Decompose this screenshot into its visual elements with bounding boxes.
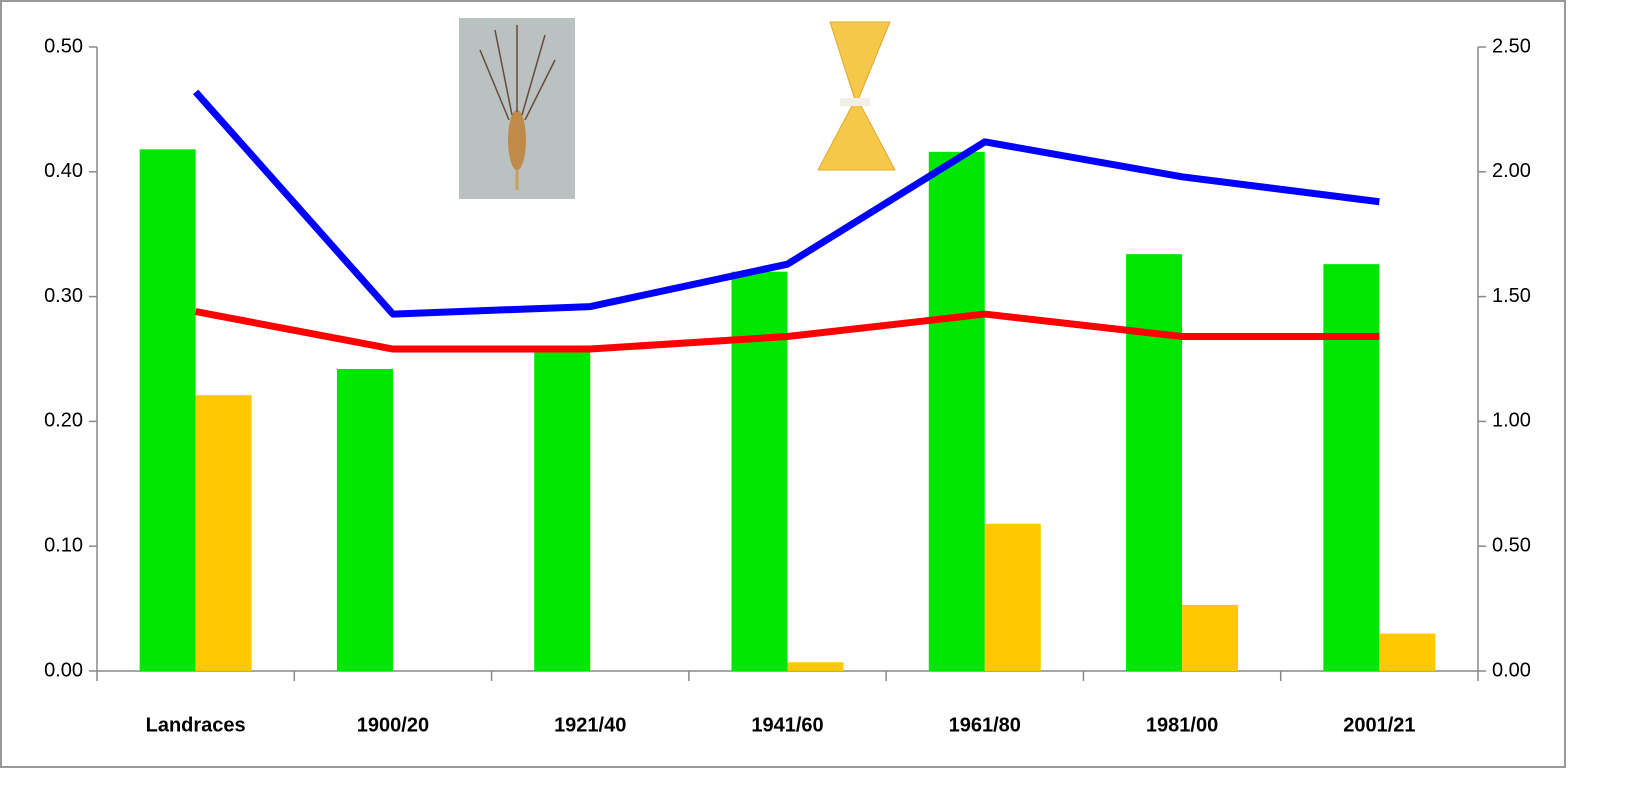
bar bbox=[1182, 604, 1239, 671]
x-tick-label: 2001/21 bbox=[1343, 714, 1415, 736]
x-tick-label: 1961/80 bbox=[949, 714, 1021, 736]
x-tick-label: 1921/40 bbox=[554, 714, 626, 736]
bar bbox=[534, 350, 591, 671]
bar bbox=[1323, 264, 1380, 671]
y-tick-label: 0.40 bbox=[44, 160, 83, 182]
y2-tick-label: 1.00 bbox=[1492, 410, 1531, 432]
y-tick-label: 0.30 bbox=[44, 285, 83, 307]
x-tick-label: Landraces bbox=[146, 714, 246, 736]
y2-tick-label: 1.50 bbox=[1492, 285, 1531, 307]
line bbox=[193, 89, 1380, 318]
wheat-photo bbox=[459, 18, 575, 199]
chart-frame bbox=[0, 0, 1566, 768]
bar bbox=[195, 395, 252, 671]
y-tick-label: 0.00 bbox=[44, 659, 83, 681]
y-tick-label: 0.20 bbox=[44, 410, 83, 432]
y2-tick-label: 0.00 bbox=[1492, 659, 1531, 681]
bar bbox=[1126, 254, 1183, 671]
x-tick-label: 1941/60 bbox=[751, 714, 823, 736]
pasta-photo bbox=[815, 20, 896, 172]
x-tick-label: 1900/20 bbox=[357, 714, 429, 736]
y2-tick-label: 2.00 bbox=[1492, 160, 1531, 182]
bar bbox=[139, 149, 196, 671]
y-tick-label: 0.10 bbox=[44, 534, 83, 556]
y-tick-label: 0.50 bbox=[44, 35, 83, 57]
bar bbox=[731, 271, 788, 671]
y2-tick-label: 2.50 bbox=[1492, 35, 1531, 57]
bar bbox=[984, 523, 1041, 671]
bar bbox=[928, 151, 985, 671]
bar bbox=[336, 368, 393, 671]
x-tick-label: 1981/00 bbox=[1146, 714, 1218, 736]
line bbox=[194, 308, 1380, 353]
bar bbox=[787, 662, 844, 671]
y2-tick-label: 0.50 bbox=[1492, 534, 1531, 556]
bar bbox=[1379, 633, 1436, 671]
